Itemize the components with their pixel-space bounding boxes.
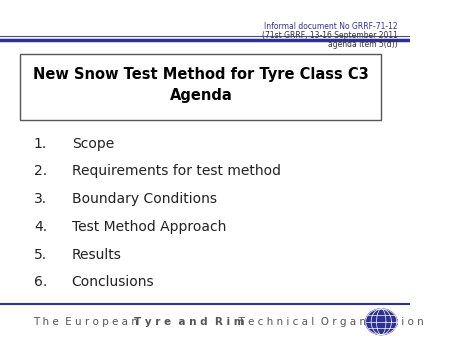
Text: 5.: 5. [34,247,47,262]
Text: 3.: 3. [34,192,47,206]
Text: T e c h n i c a l  O r g a n i s a t i o n: T e c h n i c a l O r g a n i s a t i o … [232,317,423,327]
Circle shape [366,309,397,335]
Text: Results: Results [72,247,122,262]
Text: New Snow Test Method for Tyre Class C3: New Snow Test Method for Tyre Class C3 [33,67,369,82]
Text: Requirements for test method: Requirements for test method [72,164,281,178]
Text: (71st GRRF, 13-16 September 2011: (71st GRRF, 13-16 September 2011 [262,31,398,41]
Text: 6.: 6. [34,275,47,289]
Text: 1.: 1. [34,137,47,151]
Text: T y r e  a n d  R i m: T y r e a n d R i m [134,317,244,327]
FancyBboxPatch shape [21,54,381,120]
Text: Test Method Approach: Test Method Approach [72,220,226,234]
Text: Boundary Conditions: Boundary Conditions [72,192,217,206]
Text: 2.: 2. [34,164,47,178]
Text: 4.: 4. [34,220,47,234]
Text: agenda item 5(d)): agenda item 5(d)) [328,40,398,49]
Text: Agenda: Agenda [170,88,232,103]
Text: Conclusions: Conclusions [72,275,154,289]
Text: Informal document No GRRF-71-12: Informal document No GRRF-71-12 [264,22,398,31]
Text: T h e  E u r o p e a n: T h e E u r o p e a n [33,317,144,327]
Text: Scope: Scope [72,137,114,151]
